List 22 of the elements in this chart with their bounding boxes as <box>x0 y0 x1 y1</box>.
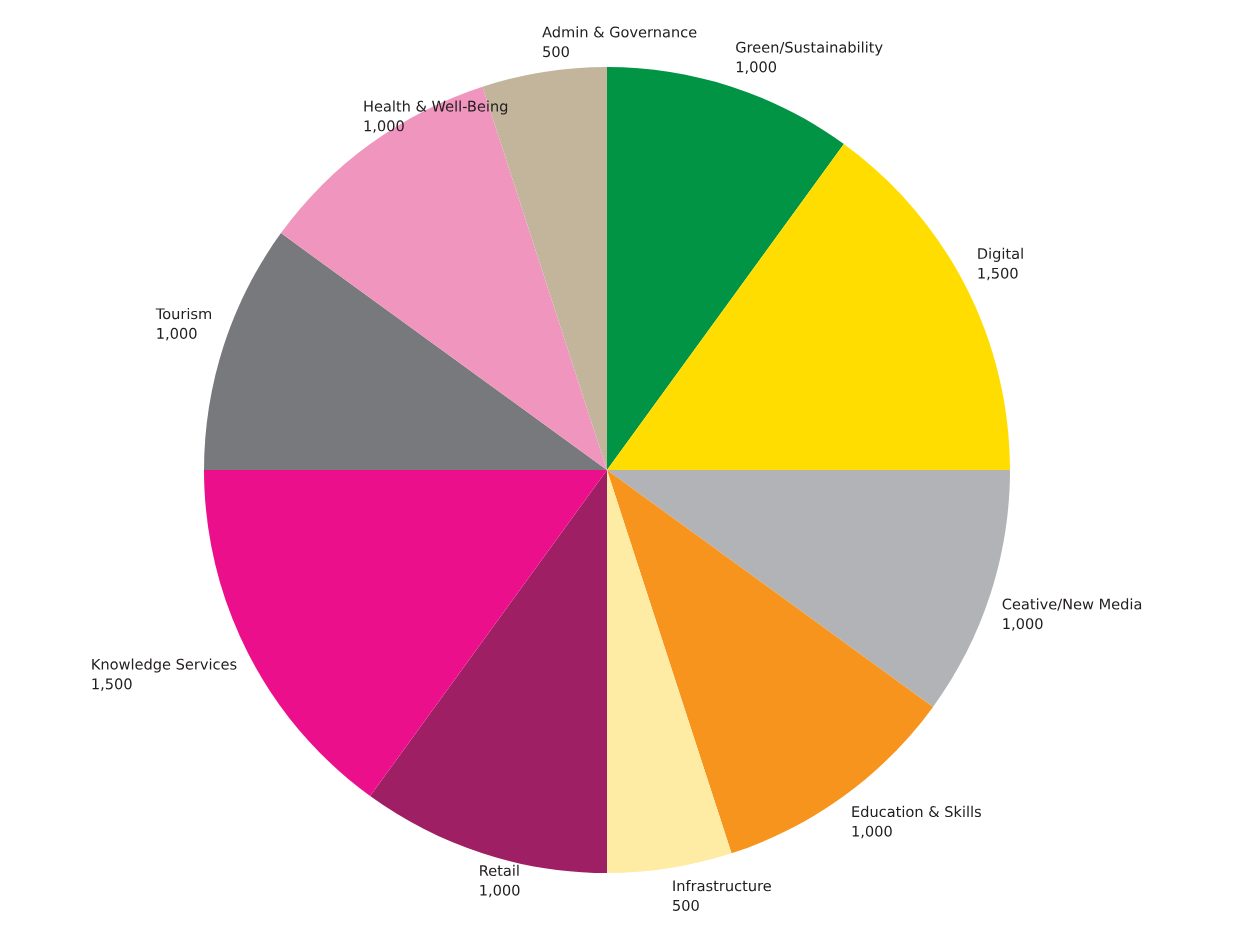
data-label: 1,000 <box>364 120 404 133</box>
slice-label: Knowledge Services <box>92 658 237 673</box>
slice-label: Green/Sustainability <box>736 41 883 56</box>
slice-label: Admin & Governance <box>542 26 697 38</box>
data-label: 1,500 <box>978 267 1018 281</box>
data-label: 1,000 <box>852 825 892 839</box>
data-label: 1,000 <box>480 884 520 898</box>
data-label: 500 <box>543 46 569 58</box>
data-label: 1,000 <box>736 61 777 74</box>
pie-slice <box>280 86 607 470</box>
data-label: 1,000 <box>157 327 197 341</box>
slice-label: Ceative/New Media <box>1002 598 1142 611</box>
slice-label: Digital <box>978 247 1023 262</box>
pie-slice <box>607 470 732 873</box>
slice-label: Education & Skills <box>852 805 981 818</box>
slice-label: Health & Well-Being <box>364 100 508 115</box>
slice-label: Infrastructure <box>673 879 771 892</box>
slice-label: Tourism <box>155 307 211 320</box>
data-label: 1,500 <box>92 678 132 691</box>
data-label: 500 <box>673 899 699 911</box>
data-label: 1,000 <box>1003 618 1043 631</box>
slice-label: Retail <box>480 864 519 877</box>
